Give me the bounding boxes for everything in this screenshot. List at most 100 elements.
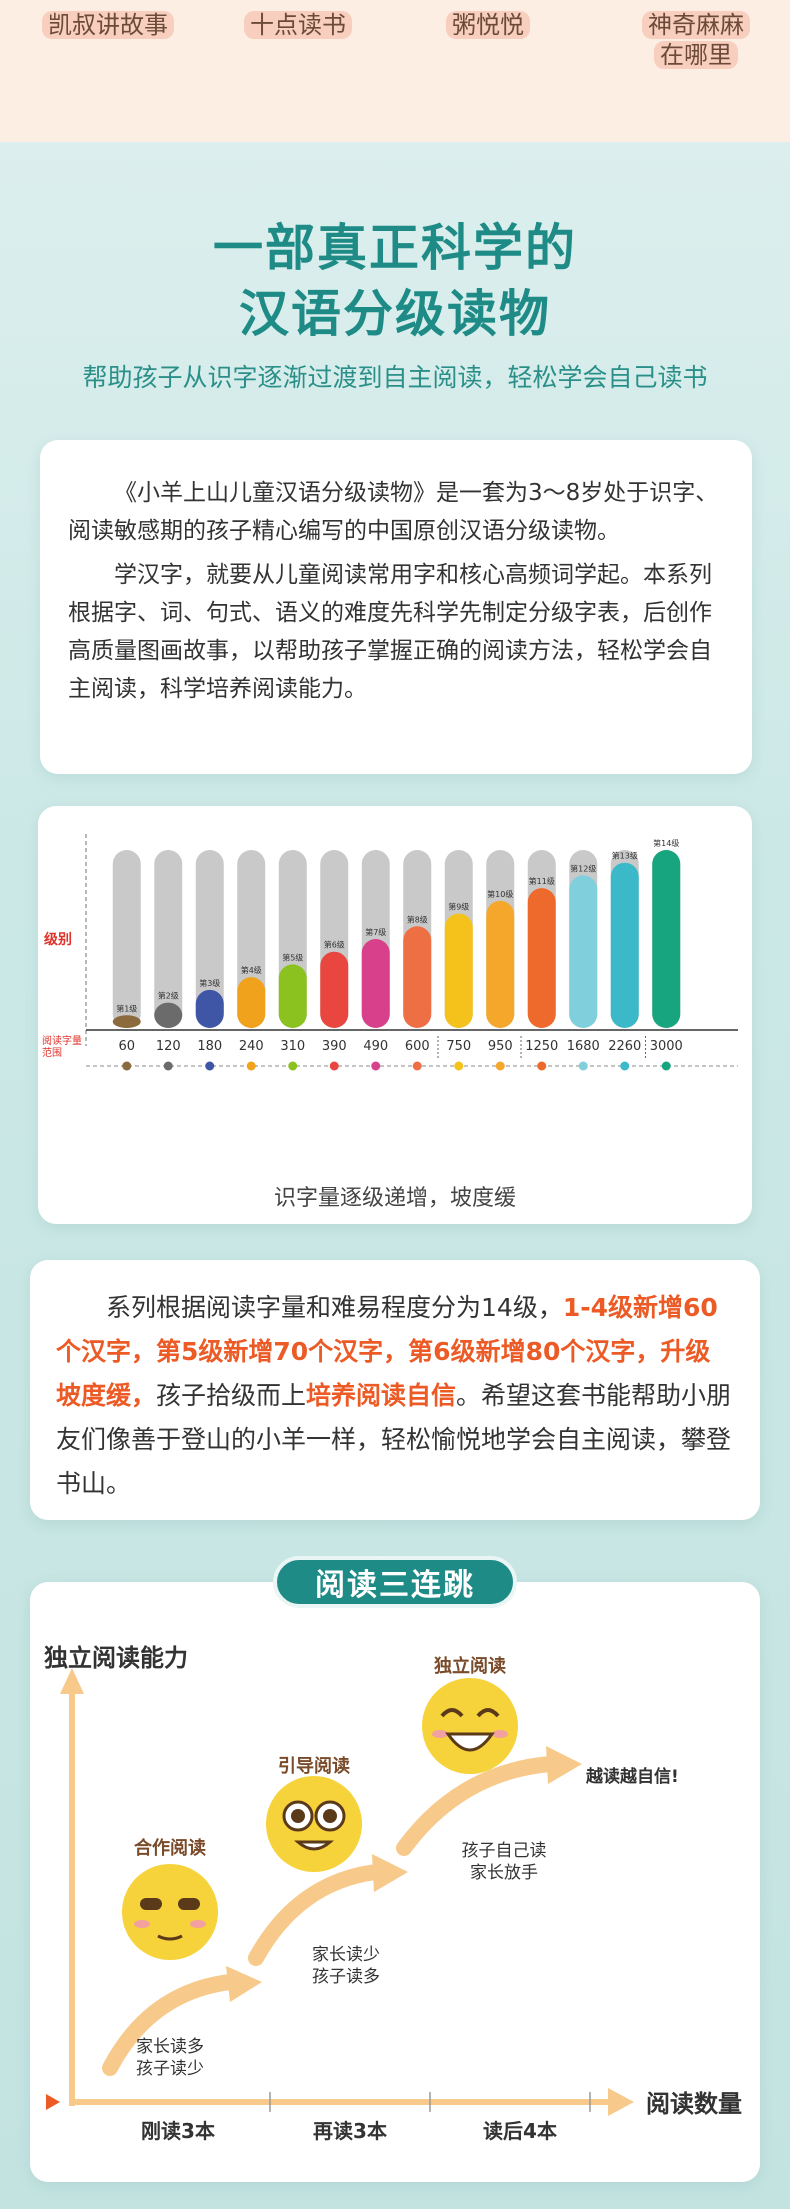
origin-marker-icon <box>46 2094 60 2110</box>
intro-paragraph-2: 学汉字，就要从儿童阅读常用字和核心高频词学起。本系列根据字、词、句式、语义的难度… <box>68 562 712 702</box>
bar-level-label: 第12级 <box>570 863 596 873</box>
x-tick-label: 2260 <box>608 1039 641 1054</box>
description-card: 系列根据阅读字量和难易程度分为14级，1-4级新增60个汉字，第5级新增70个汉… <box>30 1260 760 1520</box>
bar <box>361 939 390 1028</box>
stage-2-note-2: 孩子读多 <box>312 1967 380 1987</box>
bar-track <box>154 850 183 1028</box>
desc-text-a: 系列根据阅读字量和难易程度分为14级， <box>106 1293 563 1322</box>
level-dot <box>661 1061 671 1071</box>
level-chart-card: 级别 阅读字量 范围 第1级 60 第2级 120 第3级 180 第4级 240 第5级 310 第6级… <box>38 806 752 1224</box>
bar <box>569 875 598 1028</box>
jump-arrow-3 <box>396 1756 558 1856</box>
desc-text-c: 。希望这套书能帮助小朋友们像善于登山的小羊一样，轻松愉悦地学会自主阅读，攀登书山… <box>56 1381 732 1498</box>
stage-2-note-1: 家长读少 <box>312 1945 380 1965</box>
x-tick-label: 390 <box>322 1039 347 1054</box>
bar-track <box>195 850 224 1028</box>
bar-level-label: 第13级 <box>612 851 638 861</box>
stage-1-note-1: 家长读多 <box>136 2037 204 2057</box>
jump-section-title: 阅读三连跳 <box>273 1556 517 1608</box>
jump-arrow-1-head-icon <box>226 1966 262 2002</box>
title-line-2: 汉语分级读物 <box>239 285 551 343</box>
bar <box>486 900 515 1028</box>
level-dot <box>578 1061 588 1071</box>
x-tick-label: 60 <box>118 1039 135 1054</box>
bar-track <box>112 850 141 1028</box>
x-tick-label: 750 <box>446 1039 471 1054</box>
level-dot <box>620 1061 630 1071</box>
bar <box>112 1015 141 1028</box>
bar-level-label: 第14级 <box>653 838 679 848</box>
desc-text-b: 孩子拾级而上 <box>156 1381 307 1410</box>
bar-level-label: 第6级 <box>324 940 345 950</box>
title-line-1: 一部真正科学的 <box>213 219 577 277</box>
bar <box>278 964 307 1028</box>
desc-highlight-a: 1-4级新增60个汉字，第5级新增70个汉字，第6级新增80个汉字，升级坡度缓， <box>56 1293 718 1410</box>
stage-1-note-2: 孩子读少 <box>136 2059 204 2079</box>
x-axis-label: 阅读数量 <box>646 2090 742 2118</box>
cool-face-icon <box>122 1864 218 1960</box>
stage-3-name: 独立阅读 <box>434 1655 506 1677</box>
bar-level-label: 第5级 <box>282 952 303 962</box>
top-link-zhouyueyue[interactable]: 粥悦悦 <box>446 10 530 40</box>
top-link-shidian[interactable]: 十点读书 <box>244 10 352 40</box>
bar-level-label: 第2级 <box>158 991 179 1001</box>
level-dot <box>495 1061 505 1071</box>
top-link-kaishu[interactable]: 凯叔讲故事 <box>42 10 174 40</box>
level-dot <box>246 1061 256 1071</box>
x-tick-label: 3000 <box>650 1039 683 1054</box>
top-link-label: 粥悦悦 <box>446 11 530 39</box>
top-link-shenqimama[interactable]: 神奇麻麻 在哪里 <box>626 10 766 70</box>
bar-level-label: 第4级 <box>241 965 262 975</box>
level-dot <box>537 1061 547 1071</box>
top-link-label: 十点读书 <box>244 11 352 39</box>
x-tick-label: 310 <box>280 1039 305 1054</box>
reading-jump-card: 独立阅读能力 阅读数量 刚读3本 再读3本 读后4本 家长读多 孩子读少 家长读… <box>30 1582 760 2182</box>
reading-jump-diagram: 独立阅读能力 阅读数量 刚读3本 再读3本 读后4本 家长读多 孩子读少 家长读… <box>44 1644 742 2143</box>
x-label-stage-2: 再读3本 <box>313 2119 387 2143</box>
bar-level-label: 第3级 <box>199 978 220 988</box>
x-tick-label: 1250 <box>525 1039 558 1054</box>
chart-caption: 识字量逐级递增，坡度缓 <box>273 1186 516 1211</box>
level-dot <box>412 1061 422 1071</box>
bar <box>610 862 639 1028</box>
level-dot <box>288 1061 298 1071</box>
bar <box>154 1002 183 1028</box>
top-link-label-line2: 在哪里 <box>654 41 738 69</box>
bar <box>237 977 266 1028</box>
stage-1-name: 合作阅读 <box>134 1837 206 1859</box>
x-axis-arrow-icon <box>608 2088 634 2116</box>
x-tick-label: 240 <box>239 1039 264 1054</box>
jump-arrow-3-head-icon <box>546 1746 582 1784</box>
bar <box>444 913 473 1028</box>
level-dot <box>163 1061 173 1071</box>
intro-paragraph-1: 《小羊上山儿童汉语分级读物》是一套为3～8岁处于识字、阅读敏感期的孩子精心编写的… <box>68 480 719 544</box>
bar-level-label: 第11级 <box>529 876 555 886</box>
bar-level-label: 第9级 <box>448 902 469 912</box>
jump-arrow-1 <box>102 1974 238 2076</box>
bar <box>195 989 224 1028</box>
jump-arrow-2 <box>248 1864 384 1966</box>
bar-level-label: 第8级 <box>407 914 428 924</box>
level-dot <box>329 1061 339 1071</box>
jump-arrow-2-head-icon <box>372 1854 408 1892</box>
top-link-label: 凯叔讲故事 <box>42 11 174 39</box>
x-tick-label: 600 <box>405 1039 430 1054</box>
x-tick-label: 120 <box>156 1039 181 1054</box>
level-dot <box>371 1061 381 1071</box>
grinning-face-icon <box>422 1678 518 1774</box>
y-axis-label: 级别 <box>44 931 72 948</box>
stage-3-note-2: 家长放手 <box>470 1863 538 1883</box>
page-title: 一部真正科学的 汉语分级读物 <box>0 215 790 347</box>
bar <box>652 850 681 1028</box>
x-tick-label: 1680 <box>567 1039 600 1054</box>
x-axis-label-line2: 范围 <box>42 1046 62 1059</box>
level-dot <box>205 1061 215 1071</box>
level-dot <box>122 1061 132 1071</box>
x-tick-label: 180 <box>197 1039 222 1054</box>
y-axis-label: 独立阅读能力 <box>44 1644 188 1672</box>
bar <box>320 951 349 1028</box>
bar-level-label: 第1级 <box>116 1003 137 1013</box>
wide-eyed-face-icon <box>266 1776 362 1872</box>
level-dot <box>454 1061 464 1071</box>
